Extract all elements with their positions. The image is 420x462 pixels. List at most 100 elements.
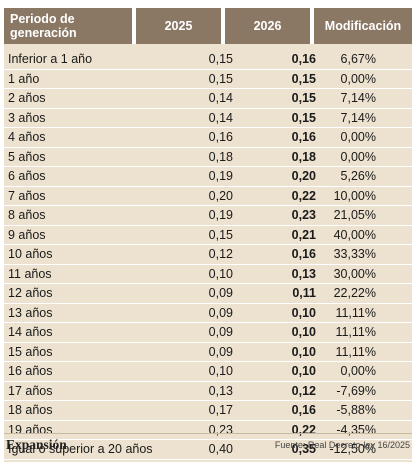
- cell-2026: 0,23: [291, 208, 316, 223]
- cell-2025: 0,18: [208, 149, 233, 164]
- cell-period: 14 años: [8, 325, 53, 340]
- cell-2026: 0,35: [291, 442, 316, 457]
- header-2025: 2025: [136, 8, 221, 44]
- cell-modification: 7,14%: [340, 91, 376, 106]
- cell-2025: 0,40: [208, 442, 233, 457]
- cell-modification: -5,88%: [336, 403, 376, 418]
- table-row: 6 años 0,19 0,20 5,26%: [4, 167, 412, 187]
- cell-period: 12 años: [8, 286, 53, 301]
- cell-2025: 0,20: [208, 188, 233, 203]
- cell-modification: -7,69%: [336, 383, 376, 398]
- cell-period: 10 años: [8, 247, 53, 262]
- table-row: Inferior a 1 año 0,15 0,16 6,67%: [4, 50, 412, 70]
- cell-2025: 0,16: [208, 130, 233, 145]
- cell-period: 4 años: [8, 130, 46, 145]
- cell-modification: 11,11%: [335, 325, 376, 340]
- cell-2025: 0,19: [208, 169, 233, 184]
- table-row: 12 años 0,09 0,11 22,22%: [4, 284, 412, 304]
- table-row: 16 años 0,10 0,10 0,00%: [4, 362, 412, 382]
- cell-2026: 0,13: [291, 266, 316, 281]
- source-note: Fuente: Real Decreto-ley 16/2025: [274, 440, 410, 450]
- cell-modification: 7,14%: [340, 110, 376, 125]
- cell-2025: 0,13: [208, 383, 233, 398]
- cell-modification: 0,00%: [340, 149, 376, 164]
- cell-2025: 0,09: [208, 325, 233, 340]
- header-modification: Modificación: [314, 8, 412, 44]
- cell-modification: 33,33%: [333, 247, 376, 262]
- cell-2026: 0,18: [291, 149, 316, 164]
- cell-2025: 0,09: [208, 305, 233, 320]
- cell-period: 17 años: [8, 383, 53, 398]
- cell-modification: 30,00%: [333, 266, 376, 281]
- cell-period: Igual o superior a 20 años: [8, 442, 153, 457]
- cell-period: 2 años: [8, 91, 46, 106]
- cell-2025: 0,10: [208, 364, 233, 379]
- cell-2025: 0,15: [208, 52, 233, 67]
- table-row: 2 años 0,14 0,15 7,14%: [4, 89, 412, 109]
- cell-period: 13 años: [8, 305, 53, 320]
- cell-2026: 0,10: [291, 344, 316, 359]
- cell-2025: 0,19: [208, 208, 233, 223]
- cell-period: 11 años: [8, 266, 52, 281]
- cell-period: 6 años: [8, 169, 46, 184]
- cell-2025: 0,15: [208, 227, 233, 242]
- cell-period: 7 años: [8, 188, 46, 203]
- table-row: 5 años 0,18 0,18 0,00%: [4, 148, 412, 167]
- cell-modification: 5,26%: [340, 169, 376, 184]
- table-row: 1 año 0,15 0,15 0,00%: [4, 70, 412, 89]
- cell-2026: 0,22: [291, 188, 316, 203]
- cell-period: 16 años: [8, 364, 53, 379]
- coefficients-table: Periodo de generación 2025 2026 Modifica…: [4, 8, 412, 462]
- cell-2026: 0,16: [291, 247, 316, 262]
- cell-2025: 0,14: [208, 110, 233, 125]
- table-row: Igual o superior a 20 años 0,40 0,35 -12,50…: [4, 440, 412, 460]
- table-row: 10 años 0,12 0,16 33,33%: [4, 245, 412, 265]
- table-row: 13 años 0,09 0,10 11,11%: [4, 304, 412, 323]
- cell-modification: 11,11%: [335, 344, 376, 359]
- cell-period: Inferior a 1 año: [8, 52, 93, 67]
- table-row: 11 años 0,10 0,13 30,00%: [4, 265, 412, 284]
- cell-period: 8 años: [8, 208, 46, 223]
- table-row: 7 años 0,20 0,22 10,00%: [4, 187, 412, 206]
- table-row: 14 años 0,09 0,10 11,11%: [4, 323, 412, 343]
- cell-modification: 40,00%: [333, 227, 376, 242]
- cell-modification: 11,11%: [335, 305, 376, 320]
- footer: Expansión Fuente: Real Decreto-ley 16/20…: [4, 435, 412, 455]
- cell-2025: 0,10: [208, 266, 233, 281]
- table-row: 15 años 0,09 0,10 11,11%: [4, 343, 412, 362]
- header-2026: 2026: [225, 8, 310, 44]
- cell-2026: 0,15: [291, 71, 316, 86]
- table-row: 8 años 0,19 0,23 21,05%: [4, 206, 412, 226]
- cell-modification: 21,05%: [333, 208, 376, 223]
- cell-period: 5 años: [8, 149, 46, 164]
- cell-period: 1 año: [8, 71, 40, 86]
- cell-period: 18 años: [8, 403, 53, 418]
- brand-logo: Expansión: [6, 437, 67, 452]
- cell-2025: 0,15: [208, 71, 233, 86]
- cell-2025: 0,12: [208, 247, 233, 262]
- cell-2026: 0,10: [291, 325, 316, 340]
- cell-2026: 0,20: [291, 169, 316, 184]
- table-row: 4 años 0,16 0,16 0,00%: [4, 128, 412, 148]
- cell-2025: 0,14: [208, 91, 233, 106]
- cell-2026: 0,16: [291, 52, 316, 67]
- cell-2026: 0,15: [291, 110, 316, 125]
- cell-modification: 0,00%: [340, 130, 376, 145]
- cell-2026: 0,16: [291, 403, 316, 418]
- cell-2026: 0,21: [291, 227, 316, 242]
- cell-2026: 0,10: [291, 364, 316, 379]
- cell-2026: 0,12: [291, 383, 316, 398]
- cell-modification: -12,50%: [329, 442, 376, 457]
- cell-2025: 0,17: [208, 403, 233, 418]
- cell-2026: 0,16: [291, 130, 316, 145]
- table-row: 17 años 0,13 0,12 -7,69%: [4, 382, 412, 401]
- cell-modification: 10,00%: [333, 188, 376, 203]
- cell-period: 3 años: [8, 110, 46, 125]
- cell-modification: 0,00%: [340, 364, 376, 379]
- cell-modification: 22,22%: [333, 286, 376, 301]
- cell-period: 15 años: [8, 344, 53, 359]
- cell-period: 9 años: [8, 227, 46, 242]
- cell-2025: 0,09: [208, 344, 233, 359]
- footer-divider: [4, 433, 412, 434]
- cell-2026: 0,11: [292, 286, 316, 301]
